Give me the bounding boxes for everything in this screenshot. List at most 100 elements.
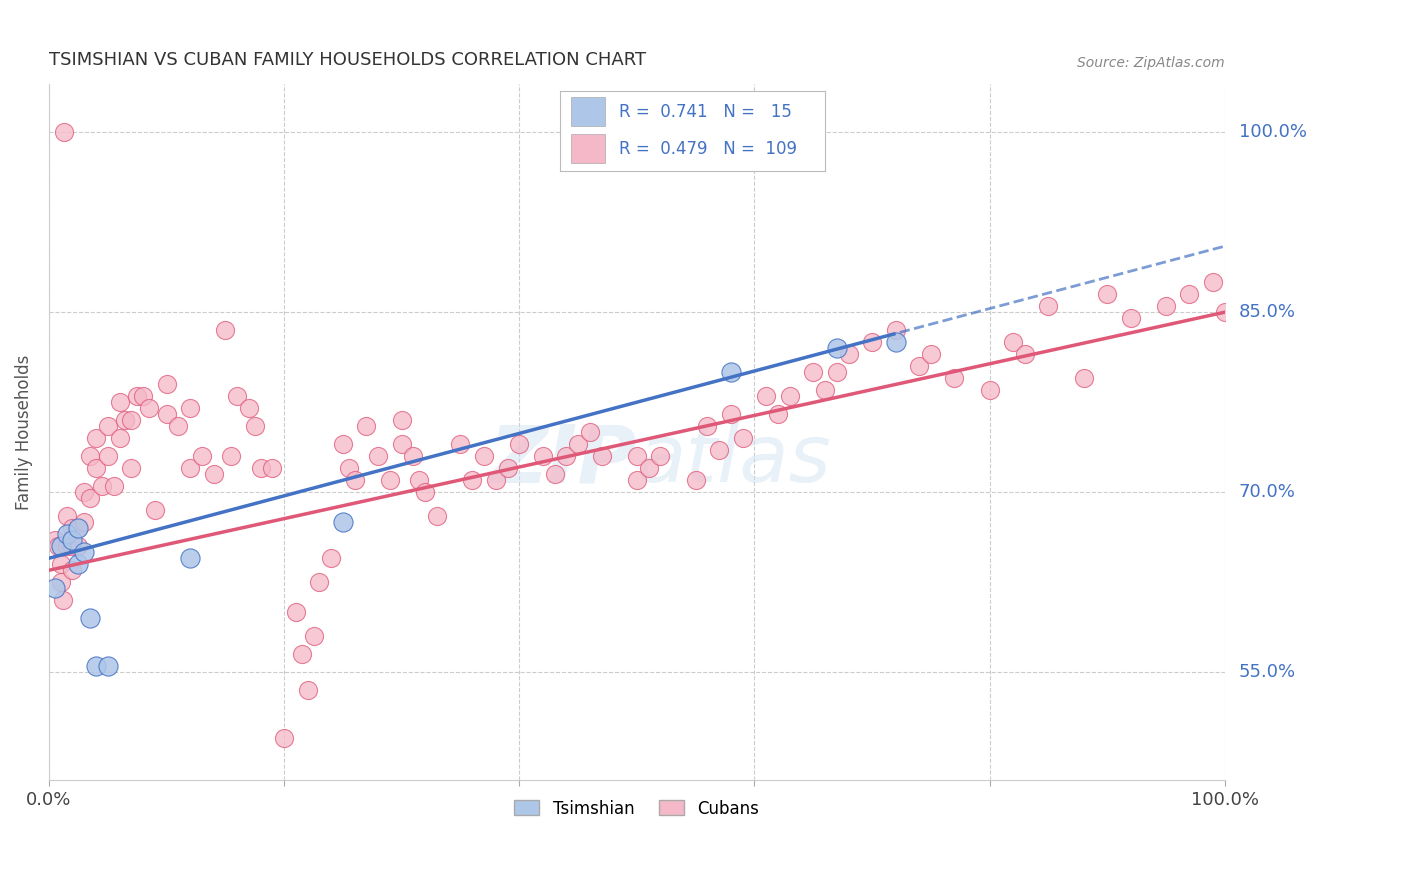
Point [1095, 287, 1118, 301]
Point [555, 449, 578, 463]
Point [408, 473, 430, 487]
Point [543, 467, 565, 482]
Point [837, 347, 859, 361]
Text: TSIMSHIAN VS CUBAN FAMILY HOUSEHOLDS CORRELATION CHART: TSIMSHIAN VS CUBAN FAMILY HOUSEHOLDS COR… [49, 51, 647, 69]
Point [884, 335, 907, 350]
Point [55, 539, 77, 553]
Point [367, 449, 389, 463]
Point [707, 443, 730, 458]
Point [920, 347, 942, 361]
Point [155, 407, 177, 421]
Point [1014, 347, 1036, 361]
Point [1002, 335, 1025, 350]
Point [48, 539, 70, 553]
Point [202, 467, 225, 482]
Point [402, 449, 425, 463]
Point [243, 419, 266, 434]
Point [297, 683, 319, 698]
Point [508, 437, 530, 451]
Point [825, 341, 848, 355]
Point [167, 419, 190, 434]
Point [343, 473, 366, 487]
Point [378, 473, 401, 487]
Point [908, 359, 931, 374]
Point [191, 449, 214, 463]
Point [1202, 275, 1225, 289]
Point [103, 479, 125, 493]
Text: 55.0%: 55.0% [1239, 664, 1296, 681]
Point [44, 533, 66, 548]
Point [179, 461, 201, 475]
Point [262, 461, 284, 475]
Point [979, 383, 1001, 397]
Point [67, 539, 90, 553]
Point [391, 437, 413, 451]
Point [302, 629, 325, 643]
Legend: Tsimshian, Cubans: Tsimshian, Cubans [508, 793, 766, 824]
Text: ZIP: ZIP [489, 421, 637, 499]
Point [219, 449, 242, 463]
Text: 85.0%: 85.0% [1239, 303, 1296, 321]
Point [626, 449, 648, 463]
Point [73, 515, 96, 529]
Point [44, 581, 66, 595]
Point [779, 389, 801, 403]
Point [79, 491, 101, 506]
Point [49, 575, 72, 590]
Point [67, 521, 90, 535]
Point [97, 419, 120, 434]
Point [73, 485, 96, 500]
Point [67, 558, 90, 572]
Point [132, 389, 155, 403]
Point [1154, 299, 1177, 313]
Point [1119, 311, 1142, 326]
Point [321, 551, 343, 566]
Point [55, 509, 77, 524]
Point [685, 473, 707, 487]
Point [90, 479, 112, 493]
Point [755, 389, 778, 403]
Point [1038, 299, 1060, 313]
Point [356, 419, 378, 434]
Point [179, 401, 201, 416]
Point [226, 389, 249, 403]
Point [731, 431, 754, 445]
Point [461, 473, 484, 487]
Point [84, 431, 107, 445]
Point [108, 395, 131, 409]
Point [114, 413, 136, 427]
Point [766, 407, 789, 421]
Text: 70.0%: 70.0% [1239, 483, 1295, 501]
Point [249, 461, 271, 475]
Point [626, 473, 648, 487]
Point [696, 419, 718, 434]
Point [143, 503, 166, 517]
Point [79, 449, 101, 463]
Point [62, 563, 84, 577]
Point [84, 461, 107, 475]
Point [238, 401, 260, 416]
Point [62, 521, 84, 535]
Point [73, 545, 96, 559]
Point [55, 527, 77, 541]
Point [108, 431, 131, 445]
Point [637, 461, 659, 475]
Point [138, 401, 160, 416]
Point [720, 407, 742, 421]
Point [485, 473, 508, 487]
Point [650, 449, 672, 463]
Point [79, 611, 101, 625]
Text: Source: ZipAtlas.com: Source: ZipAtlas.com [1077, 56, 1225, 70]
Point [53, 125, 76, 139]
Point [273, 731, 295, 746]
Text: atlas: atlas [637, 421, 831, 499]
Point [579, 425, 602, 440]
Point [120, 413, 142, 427]
Point [825, 365, 848, 379]
Point [391, 413, 413, 427]
Point [814, 383, 837, 397]
Point [308, 575, 330, 590]
Point [426, 509, 449, 524]
Point [97, 449, 120, 463]
Point [49, 539, 72, 553]
